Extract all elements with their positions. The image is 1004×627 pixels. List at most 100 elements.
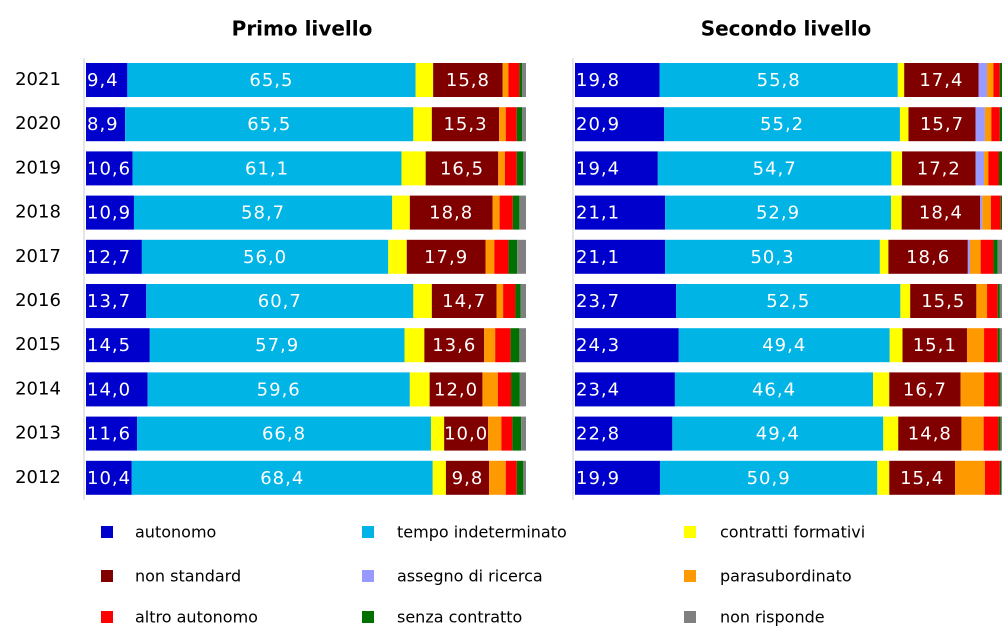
bar-segment [575,328,679,363]
data-label: 15,5 [921,291,965,312]
data-label: 50,3 [750,247,794,268]
bar-segment [664,107,900,142]
bar-segment [444,416,489,451]
data-label: 14,5 [87,335,131,356]
data-label: 54,7 [753,158,797,179]
bar-segment [575,195,666,230]
legend-swatch [101,611,113,623]
bar-segment [508,239,518,274]
bar-segment [984,328,998,363]
bar-segment [86,416,138,451]
bar-segment [424,328,485,363]
legend-swatch [101,526,113,538]
bar-segment [984,372,1000,407]
data-label: 12,0 [434,379,478,400]
bar-segment [980,239,994,274]
data-label: 61,1 [245,158,289,179]
bar-segment [508,63,520,97]
bar-segment [984,107,992,142]
legend-label: non standard [135,567,241,586]
bar-segment [125,107,414,142]
bar-segment [519,63,523,97]
bar-segment [899,107,909,142]
data-label: 17,4 [919,70,963,91]
data-label: 65,5 [247,114,291,135]
bar-segment [519,328,526,363]
bar-segment [975,107,985,142]
bar-segment [1000,416,1002,451]
legend-label: non risponde [720,608,825,627]
chart-title: Primo livello [232,17,373,41]
bar-segment [519,195,526,230]
y-tick-label: 2012 [15,467,61,488]
bar-segment [984,151,989,186]
bar-segment [510,328,520,363]
bar-segment [445,460,490,495]
bar-segment [883,416,899,451]
bar-segment [999,63,1002,97]
bar-segment [902,328,967,363]
legend-label: altro autonomo [135,608,258,627]
bar-segment [975,151,985,186]
bar-segment [889,328,903,363]
bar-segment [966,328,985,363]
bar-segment [960,372,985,407]
bar-segment [674,372,874,407]
bar-segment [888,239,968,274]
bar-segment [406,239,486,274]
bar-segment [978,63,988,97]
bar-segment [86,284,147,318]
bar-segment [127,63,416,97]
bar-segment [999,151,1002,186]
legend-label: senza contratto [397,608,522,627]
bar-segment [131,460,433,495]
bar-segment [498,151,505,186]
data-label: 15,3 [443,114,487,135]
bar-segment [516,460,524,495]
bar-segment [1001,460,1002,495]
bar-segment [409,195,493,230]
bar-segment [521,416,526,451]
bar-segment [501,416,513,451]
bar-segment [889,372,961,407]
bar-segment [575,372,675,407]
bar-segment [999,328,1002,363]
data-label: 17,9 [424,247,468,268]
data-label: 52,5 [766,291,810,312]
bar-segment [141,239,389,274]
bar-segment [575,284,677,318]
bar-segment [413,284,432,318]
bar-segment [492,195,500,230]
data-label: 12,7 [87,247,131,268]
data-label: 15,8 [446,70,490,91]
legend-swatch [684,526,696,538]
bar-segment [657,151,892,186]
bar-segment [969,239,981,274]
bar-segment [430,416,445,451]
data-label: 18,6 [906,247,950,268]
bar-segment [982,195,991,230]
y-tick-label: 2018 [15,202,61,223]
data-label: 10,9 [87,203,131,224]
bar-segment [659,63,898,97]
data-label: 15,7 [920,114,964,135]
bar-segment [991,107,1000,142]
bar-segment [988,151,1000,186]
data-label: 46,4 [752,379,796,400]
legend-swatch [362,526,374,538]
data-label: 10,4 [87,468,131,489]
data-label: 16,7 [903,379,947,400]
bar-segment [987,284,998,318]
bar-segment [1000,372,1002,407]
bar-segment [433,63,503,97]
data-label: 65,5 [249,70,293,91]
bar-segment [904,63,979,97]
bar-segment [149,328,405,363]
bar-segment [392,195,410,230]
data-label: 57,9 [255,335,299,356]
data-label: 9,4 [87,70,119,91]
bar-segment [672,416,884,451]
bar-segment [505,460,517,495]
data-label: 16,5 [440,158,484,179]
data-label: 13,7 [87,291,131,312]
